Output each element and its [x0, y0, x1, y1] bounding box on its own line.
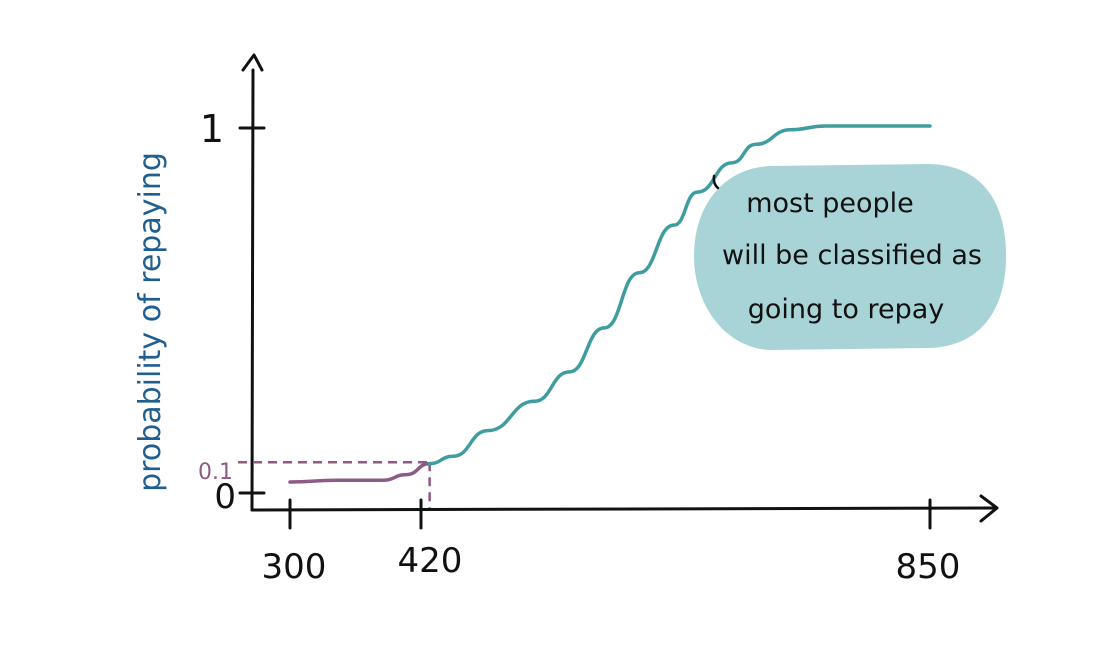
y-axis-line [250, 68, 255, 512]
annotation-line-2: will be classified as [722, 240, 982, 271]
annotation: most people will be classified as going … [694, 164, 1006, 350]
x-tick-label-850: 850 [896, 547, 961, 587]
annotation-line-1: most people [746, 188, 914, 219]
x-axis-arrow-icon [979, 494, 999, 523]
y-tick-label-0: 0 [214, 477, 236, 517]
annotation-line-3: going to repay [748, 294, 944, 325]
y-axis-label: probability of repaying [133, 152, 168, 492]
axes [241, 53, 999, 523]
x-tick-label-300: 300 [262, 547, 327, 587]
y-tick-label-1: 1 [200, 107, 224, 151]
x-tick-label-420: 420 [398, 541, 463, 581]
annotation-pointer-icon [712, 174, 720, 190]
y-axis-arrow-icon [241, 53, 264, 72]
x-axis-line [250, 506, 997, 512]
series-line-sigmoid [427, 124, 932, 466]
series-line-low [288, 461, 432, 484]
annotation-bubble [694, 164, 1006, 350]
threshold-label: 0.1 [198, 460, 233, 485]
